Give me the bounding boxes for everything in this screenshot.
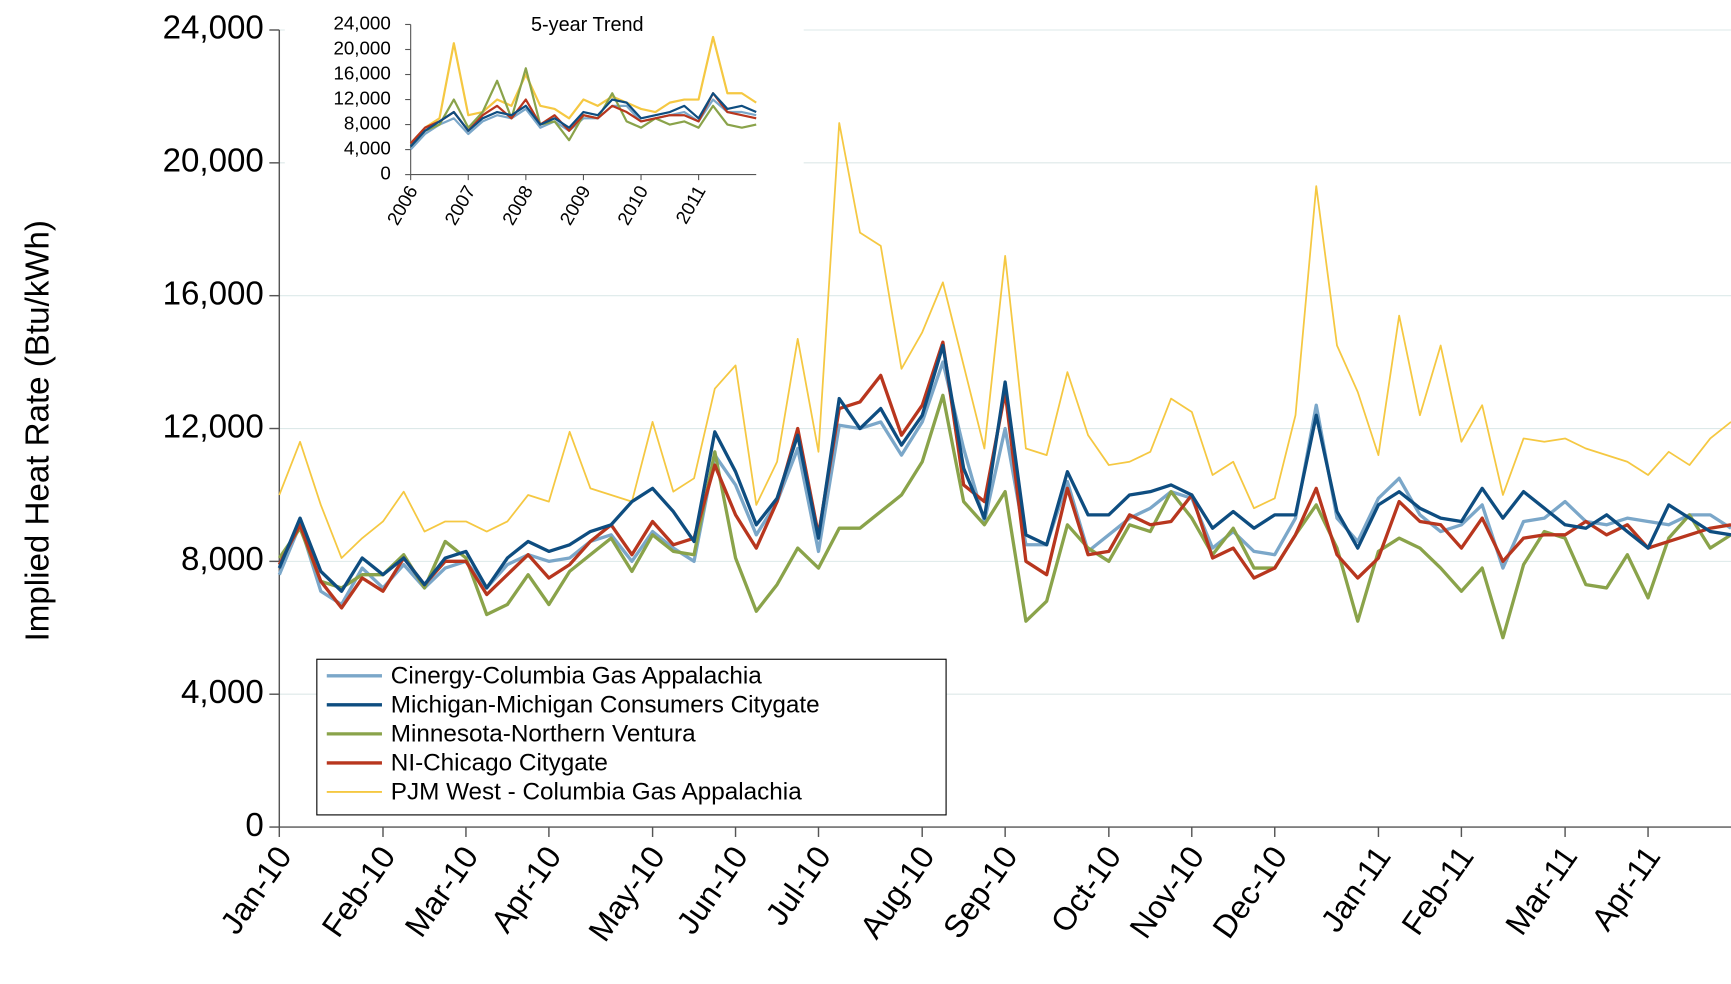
legend-box bbox=[316, 658, 947, 816]
inset-y-tick-label: 12,000 bbox=[333, 87, 390, 108]
x-tick-label: Jan-10 bbox=[213, 840, 299, 941]
y-tick-label: 20,000 bbox=[163, 143, 264, 180]
inset-data-line bbox=[409, 92, 757, 148]
y-tick-label: 24,000 bbox=[163, 10, 264, 47]
x-tick-label: Aug-10 bbox=[853, 840, 942, 945]
x-tick-label: Apr-10 bbox=[484, 840, 569, 939]
legend-label: PJM West - Columbia Gas Appalachia bbox=[391, 778, 802, 805]
legend-label: Michigan-Michigan Consumers Citygate bbox=[391, 691, 820, 718]
x-tick-label: Dec-10 bbox=[1205, 840, 1294, 945]
x-tick-label: Jun-10 bbox=[669, 840, 755, 941]
y-tick-label: 8,000 bbox=[181, 541, 264, 578]
y-tick-label: 12,000 bbox=[163, 408, 264, 445]
x-tick-label: Nov-10 bbox=[1122, 840, 1211, 945]
inset-background bbox=[284, 4, 804, 261]
inset-y-tick-label: 20,000 bbox=[333, 37, 390, 58]
inset-y-tick-label: 16,000 bbox=[333, 62, 390, 83]
data-line bbox=[277, 393, 1731, 640]
y-axis-label: Implied Heat Rate (Btu/kWh) bbox=[19, 220, 56, 641]
data-line bbox=[277, 360, 1731, 607]
x-tick-label: Jul-10 bbox=[758, 840, 837, 932]
inset-data-line bbox=[409, 35, 757, 145]
x-tick-label: Mar-10 bbox=[398, 840, 486, 944]
inset-y-tick-label: 4,000 bbox=[344, 138, 391, 159]
data-line bbox=[277, 343, 1731, 593]
inset-y-tick-label: 0 bbox=[380, 163, 390, 184]
inset-y-tick-label: 24,000 bbox=[333, 12, 390, 33]
inset-title: 5-year Trend bbox=[531, 14, 644, 36]
legend-label: Cinergy-Columbia Gas Appalachia bbox=[391, 662, 762, 689]
legend-label: NI-Chicago Citygate bbox=[391, 749, 608, 776]
x-tick-label: Sep-10 bbox=[936, 840, 1025, 945]
x-tick-label: Oct-10 bbox=[1044, 840, 1129, 939]
x-tick-label: Feb-11 bbox=[1394, 840, 1480, 942]
data-line bbox=[278, 122, 1731, 559]
x-tick-label: Apr-11 bbox=[1584, 840, 1667, 937]
x-tick-label: Feb-10 bbox=[315, 840, 403, 944]
x-tick-label: Jan-11 bbox=[1313, 840, 1397, 939]
legend-label: Minnesota-Northern Ventura bbox=[391, 720, 696, 747]
inset-y-tick-label: 8,000 bbox=[344, 113, 391, 134]
x-tick-label: May-10 bbox=[581, 840, 672, 948]
x-tick-label: Mar-11 bbox=[1498, 840, 1584, 942]
y-tick-label: 16,000 bbox=[163, 275, 264, 312]
y-tick-label: 4,000 bbox=[181, 674, 264, 711]
y-tick-label: 0 bbox=[245, 807, 263, 844]
